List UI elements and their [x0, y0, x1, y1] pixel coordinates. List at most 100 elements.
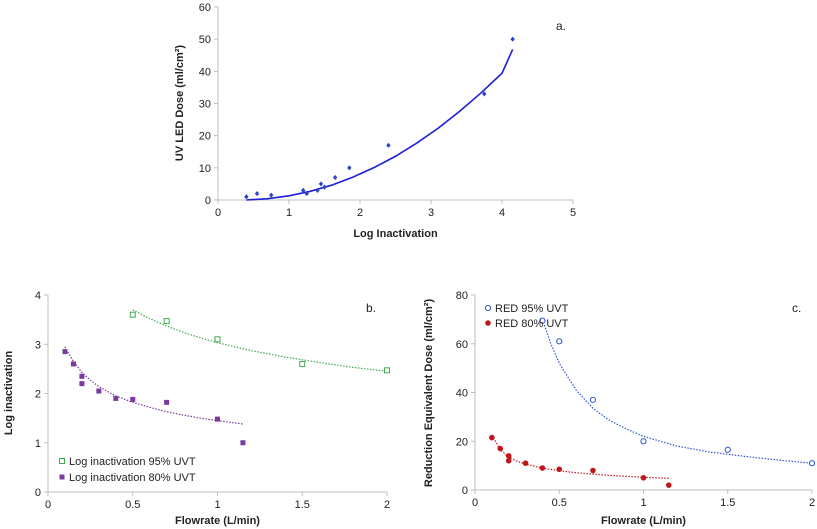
x-tick-label: 0 [45, 499, 51, 511]
y-tick-label: 10 [199, 163, 211, 175]
y-tick-label: 40 [199, 66, 211, 78]
y-tick-label: 20 [199, 131, 211, 143]
data-point [640, 475, 647, 481]
data-point [505, 453, 512, 459]
y-tick-label: 0 [462, 485, 468, 497]
data-point [130, 396, 136, 402]
x-tick-label: 2 [357, 207, 363, 219]
x-axis-label: Log Inactivation [353, 228, 438, 240]
y-tick-label: 1 [35, 438, 41, 450]
legend-entry: Log inactivation 80% UVT [69, 472, 196, 484]
x-tick-label: 0.5 [125, 499, 140, 511]
data-point [556, 338, 563, 345]
y-tick-label: 40 [456, 388, 468, 400]
data-point [497, 445, 504, 452]
x-tick-label: 1 [286, 207, 292, 219]
y-tick-label: 80 [456, 290, 468, 302]
panel-letter: b. [366, 301, 376, 315]
data-point [724, 446, 731, 453]
legend-entry: Log inactivation 95% UVT [69, 456, 196, 468]
x-tick-label: 1.5 [720, 497, 735, 509]
y-axis-label: UV LED Dose (ml/cm²) [174, 45, 186, 161]
trend-line [64, 346, 244, 425]
data-point [129, 311, 136, 318]
data-point [163, 318, 170, 325]
data-point [522, 460, 529, 466]
y-axis-label: Reduction Equivalent Dose (ml/cm²) [423, 299, 435, 488]
x-tick-label: 3 [428, 207, 434, 219]
data-point [489, 434, 495, 441]
x-tick-label: 0.5 [552, 497, 567, 509]
data-point [214, 336, 221, 343]
data-point [590, 467, 596, 474]
data-point [254, 190, 260, 197]
data-point [113, 395, 119, 401]
data-point [384, 367, 390, 374]
legend-marker [59, 474, 65, 480]
data-point [347, 165, 352, 171]
data-point [505, 457, 512, 464]
x-tick-label: 5 [570, 207, 576, 219]
data-point [240, 440, 246, 446]
y-tick-label: 3 [35, 339, 41, 351]
data-point [79, 373, 85, 379]
y-tick-label: 60 [456, 339, 468, 351]
data-point [322, 184, 327, 190]
x-axis-label: Flowrate (L/min) [175, 515, 260, 527]
y-tick-label: 4 [35, 290, 41, 302]
legend-marker [485, 320, 491, 326]
y-axis-label: Log inactivation [3, 351, 15, 436]
legend-marker [59, 458, 65, 464]
x-tick-label: 1.5 [295, 499, 310, 511]
data-point [304, 190, 309, 197]
data-point [318, 181, 324, 187]
x-tick-label: 0 [215, 207, 221, 219]
panel-letter: c. [792, 301, 801, 315]
data-point [62, 349, 68, 355]
y-tick-label: 50 [199, 34, 211, 46]
y-tick-label: 0 [35, 487, 41, 499]
data-point [510, 36, 515, 42]
x-tick-label: 2 [384, 499, 390, 511]
y-tick-label: 2 [35, 389, 41, 401]
data-point [640, 438, 647, 445]
x-tick-label: 1 [214, 499, 220, 511]
data-point [665, 482, 672, 488]
trend-line [132, 309, 388, 372]
y-tick-label: 20 [456, 436, 468, 448]
legend-marker [484, 304, 492, 312]
data-point [96, 388, 102, 394]
data-point [315, 187, 320, 193]
data-point [70, 361, 76, 367]
data-point [556, 466, 563, 473]
data-point [386, 142, 391, 148]
x-axis-label: Flowrate (L/min) [601, 515, 686, 527]
data-point [244, 194, 249, 200]
data-point [482, 91, 487, 97]
data-point [164, 399, 170, 405]
x-tick-label: 1 [640, 497, 646, 509]
data-point [269, 192, 274, 198]
chart-panel-2: 0 0.5 1 1.5 2 0 1 2 3 4 Flowrate (L/min) Log inacti… [3, 290, 390, 527]
legend-entry: RED 80% UVT [495, 318, 569, 330]
y-tick-label: 30 [199, 99, 211, 111]
trend-line [541, 319, 813, 464]
x-tick-label: 4 [499, 207, 505, 219]
trend-line [246, 49, 514, 201]
y-tick-label: 0 [205, 195, 211, 207]
legend-entry: RED 95% UVT [495, 303, 569, 315]
data-point [808, 460, 816, 467]
x-tick-label: 0 [472, 497, 478, 509]
x-tick-label: 2 [809, 497, 815, 509]
data-point [589, 396, 597, 403]
panel-letter: a. [556, 19, 566, 33]
y-tick-label: 60 [199, 2, 211, 14]
data-point [299, 360, 306, 367]
data-point [215, 416, 220, 422]
data-point [539, 317, 546, 324]
data-point [301, 187, 306, 193]
data-point [332, 174, 338, 181]
data-point [539, 465, 546, 471]
